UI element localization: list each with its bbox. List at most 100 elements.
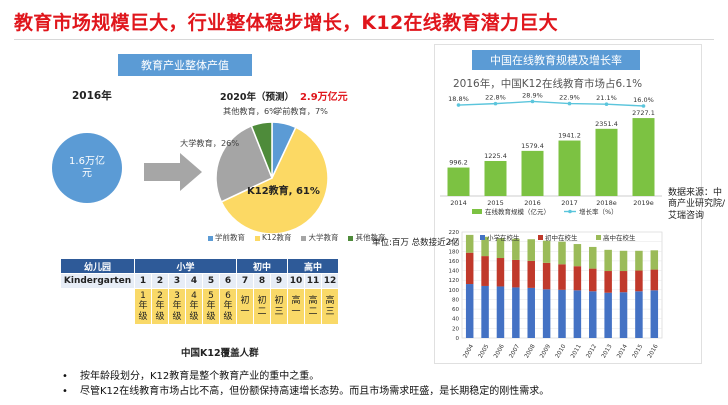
stack-segment-junior [619, 271, 628, 293]
value-2016-circle: 1.6万亿元 [52, 133, 122, 203]
bar-value-label: 2727.1 [632, 109, 655, 117]
grade-num: 8 [253, 273, 271, 289]
x-tick-label: 2016 [647, 343, 660, 359]
pie-slice-university [215, 124, 273, 203]
year-2016-label: 2016年 [72, 90, 112, 102]
stack-segment-junior [496, 258, 505, 287]
stack-segment-primary [650, 290, 659, 338]
legend-university: 大学教育 [301, 232, 338, 243]
x-tick-label: 2011 [570, 343, 583, 359]
stack-segment-senior [589, 246, 597, 269]
stack-segment-primary [527, 287, 535, 338]
value-2016-text: 1.6万亿元 [69, 156, 105, 179]
stack-segment-junior [481, 256, 489, 286]
stack-segment-primary [635, 291, 643, 338]
year-2020-label: 2020年（预测） 2.9万亿元 [220, 92, 348, 103]
growth-point [456, 103, 461, 107]
stack-segment-senior [542, 240, 551, 263]
growth-arrow-icon [144, 153, 202, 191]
grade-num: 3 [168, 273, 186, 289]
x-tick-label: 2014 [616, 343, 629, 359]
bar-value-label: 1579.4 [521, 142, 544, 150]
y-tick-label: 200 [449, 240, 460, 246]
grade-num: 10 [287, 273, 305, 289]
grade-cell: 初三 [270, 288, 288, 325]
stack-segment-senior [465, 234, 474, 253]
y-tick-label: 140 [449, 269, 460, 275]
right-section-header: 中国在线教育规模及增长率 [472, 50, 640, 70]
growth-point [567, 101, 572, 106]
grade-num: 5 [202, 273, 220, 289]
bar-value-label: 996.2 [449, 159, 468, 167]
data-source: 数据来源：中商产业研究院/艾瑞咨询 [668, 188, 726, 221]
y-tick-label: 20 [452, 326, 459, 332]
x-tick-label: 2013 [601, 343, 614, 359]
x-tick-label: 2019e [633, 199, 654, 207]
grade-cell: 高二 [304, 288, 322, 325]
stack-segment-primary [619, 292, 628, 338]
growth-value-label: 28.9% [522, 92, 543, 99]
bullet-item: 按年龄段划分，K12教育是整个教育产业的重中之重。 [62, 370, 549, 385]
industry-pie-chart [215, 121, 329, 235]
bar-value-label: 1941.2 [558, 132, 581, 140]
legend-preschool: 学前教育 [208, 232, 245, 243]
grade-num: 4 [185, 273, 203, 289]
growth-value-label: 22.9% [559, 94, 580, 102]
bar-value-label: 1225.4 [484, 152, 507, 160]
legend-label: 初中在校生 [545, 233, 578, 242]
stack-segment-primary [496, 286, 505, 338]
pie-label-university: 大学教育，26% [180, 138, 240, 148]
k12-table-caption: 中国K12覆盖人群 [181, 348, 259, 359]
grade-cell: 高一 [287, 288, 305, 325]
x-tick-label: 2012 [586, 343, 599, 359]
x-tick-label: 2007 [509, 343, 522, 359]
stack-segment-primary [573, 290, 582, 338]
growth-point [604, 102, 609, 107]
stage-kindergarten: 幼儿园 [60, 258, 135, 274]
unit-note: 单位:百万 总数接近2亿 [372, 238, 460, 248]
legend-label: 高中在校生 [603, 233, 636, 242]
stack-segment-senior [481, 236, 489, 257]
stack-segment-senior [573, 244, 582, 267]
stack-segment-senior [635, 250, 643, 271]
bar-online-education [595, 128, 618, 196]
grade-cell: 高三 [321, 288, 339, 325]
stack-segment-junior [573, 266, 582, 291]
y-tick-label: 60 [452, 307, 459, 313]
legend-line-marker [568, 209, 572, 214]
stack-segment-junior [512, 259, 520, 288]
value-2020: 2.9万亿元 [299, 92, 348, 103]
y-tick-label: 180 [449, 249, 460, 255]
growth-value-label: 22.8% [485, 94, 506, 102]
stack-segment-primary [604, 292, 612, 338]
x-tick-label: 2015 [487, 199, 504, 207]
legend-swatch [596, 235, 601, 240]
stack-segment-senior [496, 238, 505, 259]
legend-k12: K12教育 [255, 232, 291, 243]
grade-num: 12 [321, 273, 339, 289]
bar-online-education [521, 150, 544, 196]
grade-cell: 初二 [253, 288, 271, 325]
y-tick-label: 40 [452, 317, 459, 323]
growth-value-label: 18.8% [448, 95, 469, 103]
legend-line-label: 增长率（%） [579, 207, 618, 216]
stage-junior: 初中 [236, 258, 288, 274]
legend-other: 其他教育 [348, 232, 385, 243]
x-tick-label: 2005 [478, 343, 491, 359]
x-tick-label: 2017 [561, 199, 578, 207]
page-title: 教育市场规模巨大，行业整体稳步增长，K12在线教育潜力巨大 [14, 12, 558, 34]
stack-segment-senior [512, 238, 520, 260]
grade-num: 9 [270, 273, 288, 289]
stack-segment-primary [589, 291, 597, 338]
pie-label-preschool: 学前教育，7% [274, 106, 328, 116]
bar-online-education [558, 140, 581, 196]
stack-segment-junior [635, 270, 643, 292]
x-tick-label: 2014 [450, 199, 467, 207]
kindergarten-label: Kindergarten [60, 273, 135, 289]
stack-segment-junior [527, 260, 535, 288]
